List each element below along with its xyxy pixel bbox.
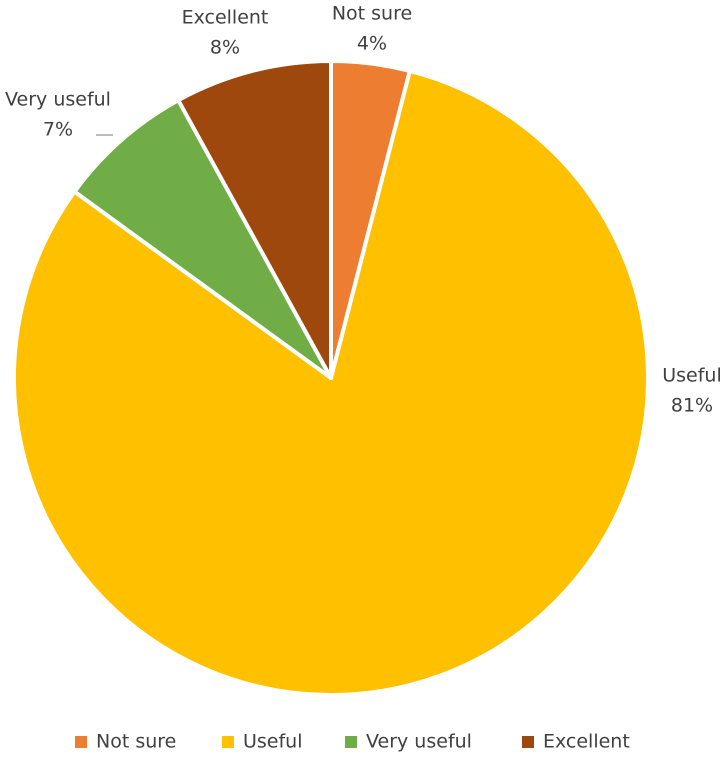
legend-label: Very useful	[366, 731, 472, 753]
pie-slice	[72, 98, 333, 380]
legend-swatch	[345, 736, 357, 748]
slice-label: Excellent	[182, 7, 269, 29]
slice-value-label: 7%	[43, 119, 73, 141]
legend-label: Useful	[243, 731, 303, 753]
legend-swatch	[75, 736, 87, 748]
slice-label: Very useful	[5, 89, 111, 111]
slice-label: Not sure	[332, 3, 412, 25]
slice-value-label: 81%	[671, 395, 713, 417]
pie-slice	[176, 59, 333, 380]
legend-label: Not sure	[96, 731, 176, 753]
legend-swatch	[222, 736, 234, 748]
slice-value-label: 4%	[357, 33, 387, 55]
pie-slice	[12, 68, 650, 697]
slice-label: Useful	[662, 365, 722, 387]
slice-value-label: 8%	[210, 37, 240, 59]
legend-label: Excellent	[543, 731, 630, 753]
legend-swatch	[522, 736, 534, 748]
